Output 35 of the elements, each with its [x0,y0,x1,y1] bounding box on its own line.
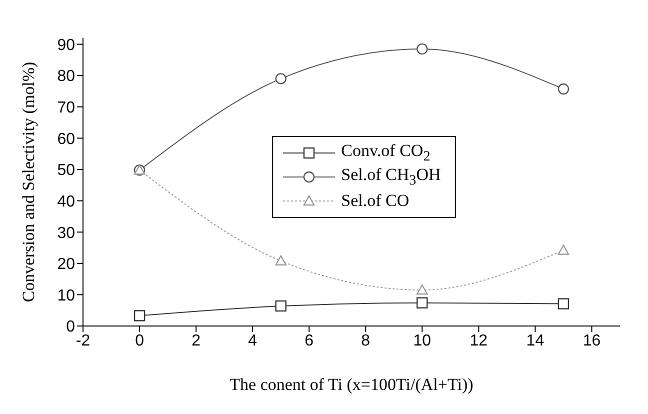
y-tick-label: 20 [57,256,76,274]
x-axis-title: The conent of Ti (x=100Ti/(Al+Ti)) [230,375,474,394]
x-tick-label: 16 [582,332,601,350]
x-tick-label: 0 [135,332,144,350]
x-tick-label: 12 [470,332,488,350]
point [558,244,570,255]
x-tick-label: 8 [361,332,370,350]
point [134,310,146,322]
point [275,300,286,312]
point [416,284,428,295]
y-tick-label: 50 [57,162,76,180]
x-tick-label: -2 [76,332,90,350]
y-tick-label: 90 [57,36,76,54]
point [416,297,428,308]
y-axis-title: Conversion and Selectivity (mol%) [19,62,38,302]
x-tick-label: 2 [192,332,201,350]
point [416,43,428,55]
y-tick-label: 0 [66,318,76,336]
y-tick-label: 30 [57,224,76,242]
x-tick-label: 4 [248,332,258,350]
point [275,255,286,266]
legend-label: Conv.of CO$_{2}$ [341,140,430,166]
x-tick-label: 10 [413,332,432,350]
x-tick-label: 6 [304,332,314,350]
legend-label: Sel.of CH$_{3}$OH [341,164,441,190]
legend-label: Sel.of CO [341,191,410,211]
y-tick-label: 60 [57,130,76,148]
y-tick-label: 10 [57,287,76,304]
point [275,73,286,84]
point [558,298,570,310]
x-tick-label: 14 [526,332,544,350]
y-tick-label: 80 [57,68,76,86]
y-tick-label: 40 [57,193,76,210]
point [558,83,570,95]
y-tick-label: 70 [57,100,76,117]
